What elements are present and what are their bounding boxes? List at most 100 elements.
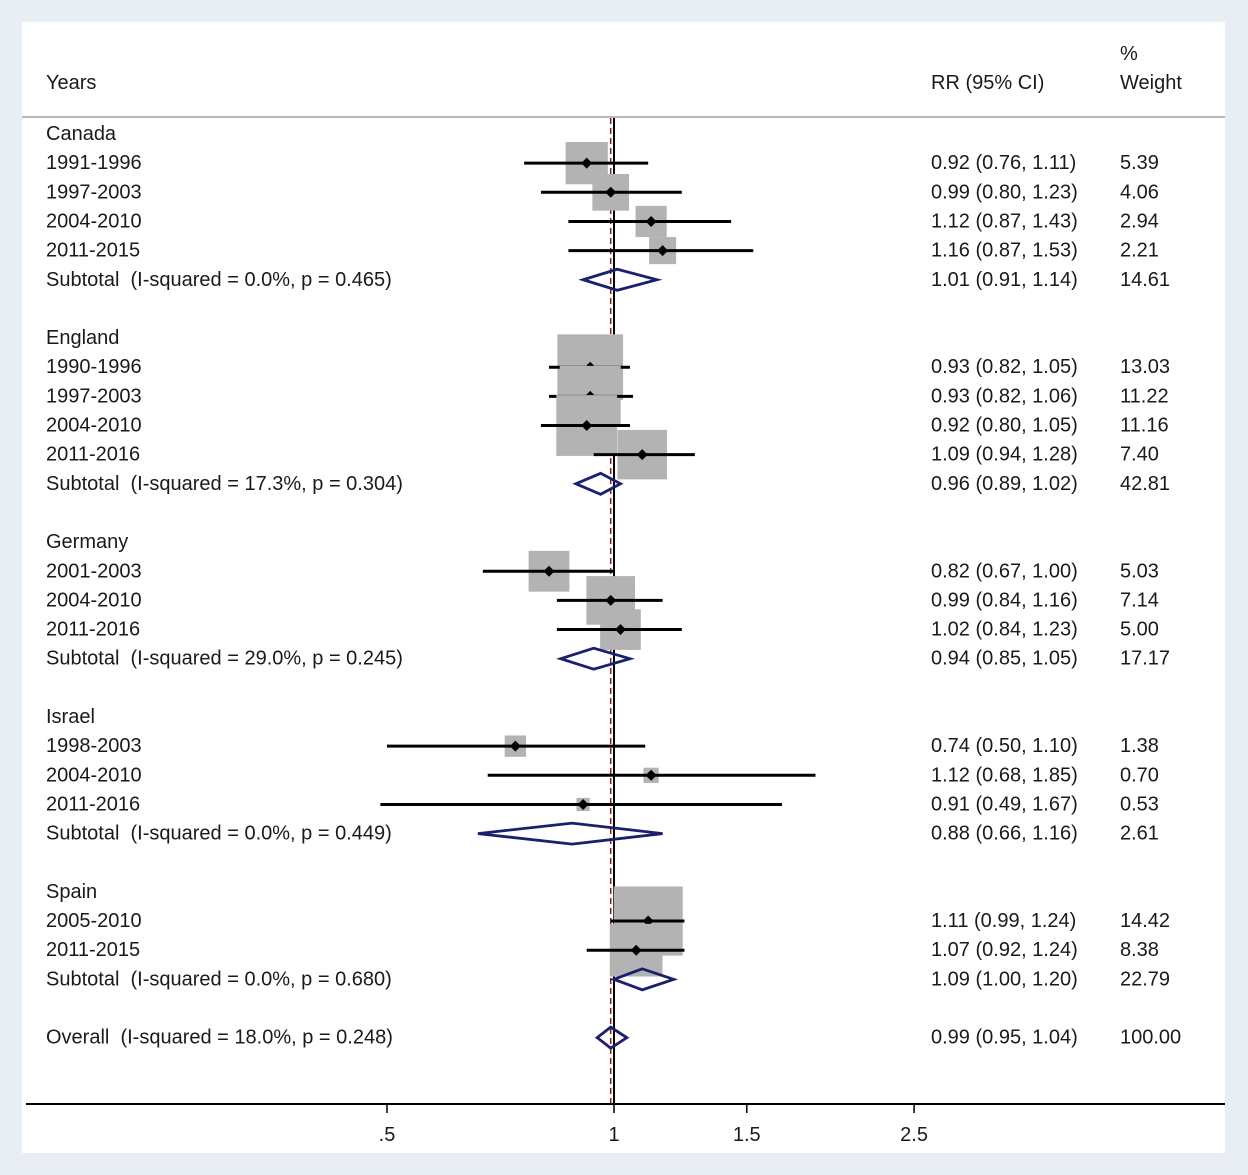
rr-ci-value: 1.09 (0.94, 1.28) [931,444,1078,466]
study-label: 2011-2016 [46,444,140,466]
subtotal-diamond [609,967,679,992]
column-header: Years RR (95% CI) % Weight [46,43,1182,94]
group-label: Canada [46,123,117,145]
study-point-estimate [605,594,617,606]
forest-plot: Years RR (95% CI) % Weight Canada 1991-19… [22,43,1225,1146]
subtotal-label: Subtotal (I-squared = 0.0%, p = 0.449) [46,823,392,845]
study-point-estimate [630,944,642,956]
study-point-estimate [543,565,555,577]
subtotal-label: Subtotal (I-squared = 0.0%, p = 0.465) [46,269,392,291]
rr-ci-value: 1.11 (0.99, 1.24) [931,910,1076,932]
rr-ci-value: 1.01 (0.91, 1.14) [931,269,1078,291]
weight-value: 42.81 [1120,473,1170,495]
weight-value: 100.00 [1120,1027,1181,1049]
rr-ci-value: 1.07 (0.92, 1.24) [931,939,1078,961]
weight-value: 0.53 [1120,793,1159,815]
rr-ci-value: 0.93 (0.82, 1.05) [931,356,1078,378]
group-label: Israel [46,706,95,728]
x-tick-label: 1.5 [733,1124,761,1146]
rr-ci-value: 0.88 (0.66, 1.16) [931,823,1078,845]
rr-ci-value: 0.92 (0.76, 1.11) [931,152,1076,174]
weight-value: 13.03 [1120,356,1170,378]
weight-value: 11.16 [1120,415,1169,437]
rr-ci-value: 0.74 (0.50, 1.10) [931,735,1078,757]
weight-value: 0.70 [1120,764,1159,786]
study-label: 2001-2003 [46,560,142,582]
weight-value: 2.21 [1120,240,1159,262]
study-label: 1997-2003 [46,385,142,407]
rr-ci-value: 1.16 (0.87, 1.53) [931,240,1078,262]
study-point-estimate [581,157,593,169]
group-label: England [46,327,119,349]
study-point-estimate [657,245,669,257]
x-tick-label: .5 [379,1124,396,1146]
study-label: 1991-1996 [46,152,142,174]
rr-ci-value: 0.91 (0.49, 1.67) [931,793,1078,815]
subtotal-diamond [477,821,663,846]
study-label: 1997-2003 [46,181,142,203]
row-text: Canada 1991-1996 0.92 (0.76, 1.11) 5.39 1997… [46,123,1181,1049]
col-label-years: Years [46,72,96,94]
rr-ci-value: 0.92 (0.80, 1.05) [931,415,1078,437]
study-point-estimate [642,915,654,927]
study-point-estimate [605,186,617,198]
study-label: 2011-2016 [46,793,140,815]
study-label: 2004-2010 [46,589,142,611]
rr-ci-value: 0.93 (0.82, 1.06) [931,385,1078,407]
x-axis: .5 1 1.5 2.5 [26,1103,1225,1146]
rr-ci-value: 0.99 (0.80, 1.23) [931,181,1078,203]
weight-value: 14.42 [1120,910,1170,932]
weight-value: 11.22 [1120,385,1169,407]
study-point-estimate [577,798,589,810]
weight-value: 7.40 [1120,444,1159,466]
subtotal-diamond [556,646,636,671]
rr-ci-value: 1.09 (1.00, 1.20) [931,968,1078,990]
study-label: 2011-2016 [46,619,140,641]
weight-value: 5.00 [1120,619,1159,641]
weight-value: 5.03 [1120,560,1159,582]
rr-ci-value: 0.99 (0.95, 1.04) [931,1027,1078,1049]
weight-value: 7.14 [1120,589,1159,611]
col-label-weight: Weight [1120,72,1182,94]
subtotal-label: Subtotal (I-squared = 0.0%, p = 0.680) [46,968,392,990]
study-point-estimate [636,449,648,461]
weight-value: 14.61 [1120,269,1170,291]
subtotal-diamond [572,471,624,496]
overall-label: Overall (I-squared = 18.0%, p = 0.248) [46,1027,393,1049]
rr-ci-value: 1.02 (0.84, 1.23) [931,619,1078,641]
weight-value: 2.61 [1120,823,1159,845]
overall-diamond [594,1025,630,1050]
weight-value: 2.94 [1120,210,1159,232]
study-point-estimate [581,420,593,431]
col-label-rr: RR (95% CI) [931,72,1044,94]
study-point-estimate [645,215,657,227]
subtotal-label: Subtotal (I-squared = 17.3%, p = 0.304) [46,473,403,495]
weight-value: 8.38 [1120,939,1159,961]
group-label: Germany [46,531,128,553]
weight-value: 1.38 [1120,735,1159,757]
rr-ci-value: 1.12 (0.87, 1.43) [931,210,1078,232]
rr-ci-value: 0.94 (0.85, 1.05) [931,648,1078,670]
x-tick-label: 2.5 [900,1124,928,1146]
study-label: 2005-2010 [46,910,142,932]
plot-marks [380,142,816,1050]
subtotal-diamond [578,267,663,292]
study-label: 2011-2015 [46,939,140,961]
rr-ci-value: 1.12 (0.68, 1.85) [931,764,1078,786]
study-label: 1998-2003 [46,735,142,757]
weight-value: 17.17 [1120,648,1170,670]
group-label: Spain [46,881,97,903]
forest-plot-frame: Years RR (95% CI) % Weight Canada 1991-19… [22,22,1225,1153]
x-tick-label: 1 [608,1124,619,1146]
rr-ci-value: 0.82 (0.67, 1.00) [931,560,1078,582]
col-label-weight-pct: % [1120,43,1138,65]
subtotal-label: Subtotal (I-squared = 29.0%, p = 0.245) [46,648,403,670]
study-label: 2004-2010 [46,764,142,786]
study-label: 2011-2015 [46,240,140,262]
weight-value: 4.06 [1120,181,1159,203]
study-label: 1990-1996 [46,356,142,378]
rr-ci-value: 0.96 (0.89, 1.02) [931,473,1078,495]
rr-ci-value: 0.99 (0.84, 1.16) [931,589,1078,611]
study-label: 2004-2010 [46,210,142,232]
study-label: 2004-2010 [46,415,142,437]
